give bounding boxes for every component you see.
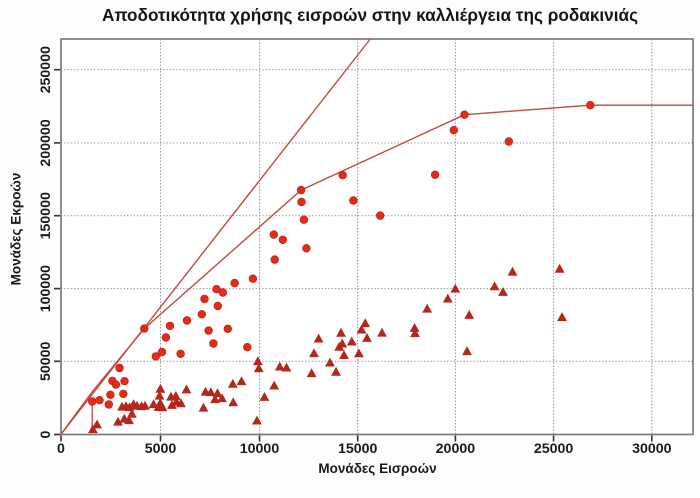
svg-text:20000: 20000 xyxy=(436,441,476,457)
svg-text:0: 0 xyxy=(57,441,65,457)
svg-text:30000: 30000 xyxy=(632,441,672,457)
svg-text:Μονάδες Εισροών: Μονάδες Εισροών xyxy=(318,461,436,476)
svg-text:0: 0 xyxy=(38,430,54,438)
svg-text:Μονάδες Εκροών: Μονάδες Εκροών xyxy=(9,173,24,286)
svg-text:10000: 10000 xyxy=(240,441,280,457)
svg-text:50000: 50000 xyxy=(38,341,54,381)
svg-text:250000: 250000 xyxy=(38,46,54,93)
svg-text:15000: 15000 xyxy=(338,441,378,457)
svg-text:150000: 150000 xyxy=(38,192,54,239)
svg-text:100000: 100000 xyxy=(38,265,54,312)
svg-text:25000: 25000 xyxy=(534,441,574,457)
svg-text:Αποδοτικότητα χρήσης εισροών σ: Αποδοτικότητα χρήσης εισροών στην καλλιέ… xyxy=(102,5,638,25)
svg-text:200000: 200000 xyxy=(38,119,54,166)
svg-text:5000: 5000 xyxy=(145,441,177,457)
